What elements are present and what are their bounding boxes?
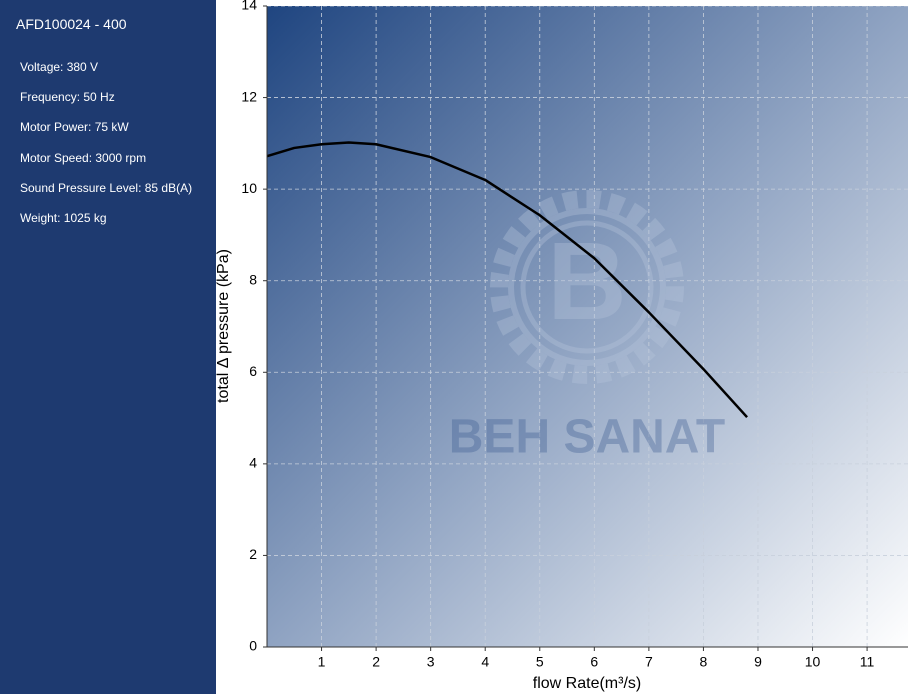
watermark-logo: B <box>490 190 684 384</box>
plot-background <box>267 6 908 647</box>
spec-item: Motor Speed: 3000 rpm <box>20 150 147 165</box>
x-tick-label: 10 <box>805 654 821 670</box>
x-tick-label: 11 <box>860 654 875 670</box>
x-axis-label: flow Rate(m³/s) <box>533 675 641 692</box>
x-tick-label: 7 <box>645 654 653 670</box>
x-tick-label: 2 <box>372 654 380 670</box>
y-tick-label: 0 <box>249 638 257 654</box>
watermark-text: BEH SANAT <box>449 411 725 464</box>
model-title: AFD100024 - 400 <box>16 16 127 32</box>
spec-item: Voltage: 380 V <box>20 60 99 74</box>
svg-text:B: B <box>547 220 626 343</box>
x-tick-label: 1 <box>318 654 326 670</box>
spec-list: Voltage: 380 V Frequency: 50 Hz Motor Powe… <box>20 60 192 241</box>
y-tick-label: 8 <box>249 271 257 287</box>
y-axis-label: total Δ pressure (kPa) <box>215 249 232 403</box>
spec-item: Weight: 1025 kg <box>20 210 107 225</box>
x-tick-label: 5 <box>536 654 544 670</box>
y-tick-label: 10 <box>241 180 257 196</box>
spec-item: Motor Power: 75 kW <box>20 120 129 135</box>
spec-item: Frequency: 50 Hz <box>20 90 115 105</box>
pressure-curve <box>267 141 748 418</box>
x-tick-label: 3 <box>427 654 435 670</box>
y-tick-label: 6 <box>249 363 257 379</box>
y-tick-label: 12 <box>241 88 257 104</box>
y-tick-label: 14 <box>241 0 257 13</box>
x-tick-label: 9 <box>754 654 762 670</box>
sidebar: AFD100024 - 400 Voltage: 380 V Frequency:… <box>0 0 216 694</box>
spec-item: Sound Pressure Level: 85 dB(A) <box>20 180 193 195</box>
x-tick-label: 6 <box>590 654 598 670</box>
y-tick-label: 2 <box>249 546 257 562</box>
x-tick-label: 8 <box>700 654 708 670</box>
x-tick-label: 4 <box>481 654 489 670</box>
y-tick-label: 4 <box>249 455 257 471</box>
